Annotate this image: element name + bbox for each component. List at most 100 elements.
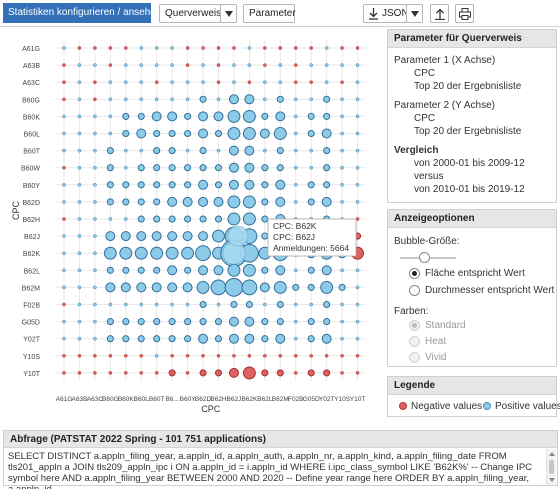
positive-bubble	[186, 149, 189, 152]
scroll-up-icon[interactable]	[549, 452, 555, 456]
positive-bubble	[137, 129, 146, 138]
x-tick-label: A63B	[71, 396, 87, 403]
negative-bubble	[356, 46, 359, 49]
positive-bubble	[166, 247, 178, 259]
export-dropdown-button[interactable]	[406, 4, 423, 23]
positive-bubble	[308, 113, 314, 119]
y-tick-label: Y10T	[23, 371, 40, 378]
tooltip-line: CPC: B62K	[273, 221, 317, 231]
positive-bubble	[93, 303, 96, 306]
upload-button[interactable]	[430, 4, 449, 23]
positive-bubble	[154, 319, 160, 325]
positive-bubble	[228, 128, 240, 140]
bubble-size-label: Bubble-Größe:	[394, 236, 460, 247]
positive-bubble	[242, 280, 257, 295]
negative-bubble	[248, 354, 251, 357]
negative-bubble	[294, 64, 297, 67]
y-tick-label: A63C	[22, 80, 40, 87]
negative-bubble	[279, 354, 282, 357]
positive-bubble	[109, 81, 112, 84]
positive-bubble	[155, 98, 158, 101]
positive-bubble	[93, 64, 96, 67]
query-scrollbar[interactable]	[546, 449, 556, 485]
positive-bubble	[321, 281, 333, 293]
positive-bubble	[168, 197, 177, 206]
positive-bubble	[62, 46, 65, 49]
positive-legend-label: Positive values	[495, 401, 560, 412]
negative-bubble	[277, 370, 283, 376]
positive-bubble	[325, 81, 328, 84]
positive-bubble	[93, 235, 96, 238]
positive-bubble	[231, 301, 237, 307]
positive-bubble	[248, 46, 251, 49]
positive-bubble	[197, 281, 209, 293]
positive-bubble	[279, 64, 282, 67]
positive-bubble	[277, 148, 283, 154]
positive-bubble	[294, 303, 297, 306]
positive-bubble	[215, 319, 221, 325]
negative-bubble	[186, 64, 189, 67]
positive-bubble	[294, 149, 297, 152]
positive-bubble	[260, 283, 269, 292]
negative-bubble	[294, 46, 297, 49]
radio-color-vivid[interactable]	[409, 352, 420, 363]
scroll-down-icon[interactable]	[549, 478, 555, 482]
positive-bubble	[109, 217, 112, 220]
positive-bubble	[294, 166, 297, 169]
positive-bubble	[325, 64, 328, 67]
positive-bubble	[104, 247, 116, 259]
positive-bubble	[138, 319, 144, 325]
radio-color-standard[interactable]	[409, 320, 420, 331]
negative-bubble	[186, 46, 189, 49]
query-sql[interactable]: SELECT DISTINCT a.appln_filing_year, a.a…	[8, 451, 540, 489]
positive-bubble	[228, 213, 240, 225]
x-tick-label: B60Y	[180, 396, 197, 403]
negative-bubble	[215, 370, 221, 376]
scroll-thumb[interactable]	[549, 460, 554, 474]
negative-bubble	[356, 371, 359, 374]
param1-value: CPC	[394, 67, 556, 80]
radio-diameter[interactable]	[409, 285, 420, 296]
positive-bubble	[121, 232, 130, 241]
x-tick-label: B60T	[149, 396, 165, 403]
parameter-button[interactable]: Parameter	[243, 4, 295, 23]
positive-bubble	[277, 165, 283, 171]
positive-bubble	[245, 95, 254, 104]
positive-bubble	[215, 182, 221, 188]
negative-bubble	[62, 166, 65, 169]
positive-bubble	[109, 98, 112, 101]
x-tick-label: F02B	[288, 396, 304, 403]
positive-bubble	[245, 334, 254, 343]
positive-bubble	[62, 149, 65, 152]
querverweis-select[interactable]: Querverweis	[159, 4, 221, 23]
positive-bubble	[263, 98, 266, 101]
positive-bubble	[186, 81, 189, 84]
positive-bubble	[341, 200, 344, 203]
positive-bubble	[294, 200, 297, 203]
negative-bubble	[217, 354, 220, 357]
export-select[interactable]: JSON	[363, 4, 407, 23]
tooltip-line: CPC: B62J	[273, 232, 315, 242]
radio-color-heat[interactable]	[409, 336, 420, 347]
positive-bubble	[62, 337, 65, 340]
querverweis-dropdown-button[interactable]	[220, 4, 237, 23]
negative-bubble	[341, 354, 344, 357]
positive-bubble	[152, 283, 161, 292]
negative-bubble	[263, 46, 266, 49]
positive-bubble	[308, 336, 314, 342]
negative-bubble	[294, 354, 297, 357]
bubble-size-slider-handle[interactable]	[419, 252, 430, 263]
print-button[interactable]	[455, 4, 474, 23]
positive-bubble	[78, 166, 81, 169]
positive-bubble	[155, 354, 158, 357]
y-tick-label: B62D	[22, 200, 40, 207]
positive-bubble	[121, 283, 130, 292]
positive-bubble	[356, 200, 359, 203]
negative-legend-swatch	[399, 402, 407, 410]
negative-bubble	[93, 46, 96, 49]
positive-bubble	[78, 303, 81, 306]
positive-bubble	[322, 129, 331, 138]
radio-area[interactable]	[409, 268, 420, 279]
configure-tab[interactable]: Statistiken konfigurieren / ansehen	[3, 3, 151, 23]
radio-color-standard-label: Standard	[425, 320, 466, 331]
